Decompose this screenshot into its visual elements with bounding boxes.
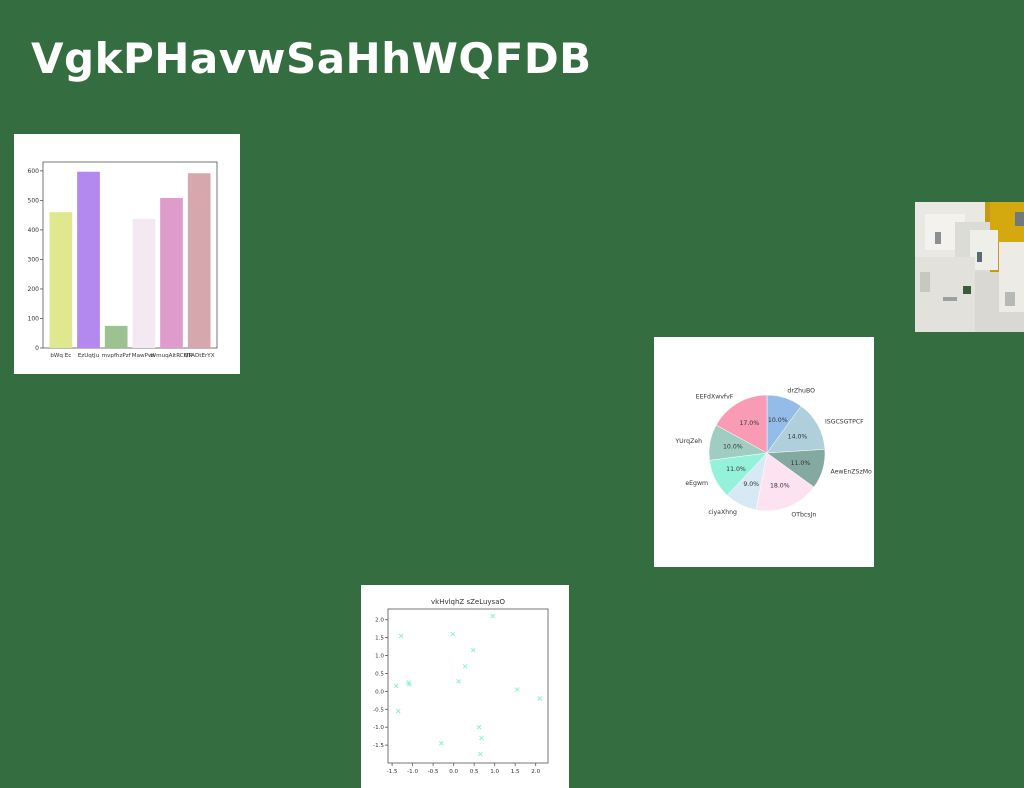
bar-chart: 0 100 200 300 400 500 600 bWq Ec EzUqtJu mvpfhzPz… [28, 161, 218, 359]
scatter-point-stroke [470, 647, 476, 653]
pie-slice-label: EEFdXwvfvF [696, 393, 734, 400]
scatter-ytick-label: -1.0 [373, 725, 384, 731]
scatter-ytick-label: 0.5 [375, 671, 384, 677]
pie-pct-label: 11.0% [726, 466, 746, 473]
scatter-point-stroke [398, 633, 404, 639]
bar-category-label: EzUqtJu [78, 353, 100, 359]
scatter-point-5 [438, 740, 444, 746]
pie-slice-1 [766, 405, 826, 454]
scatter-point-stroke [537, 696, 543, 701]
bar-2 [104, 325, 128, 348]
bar-axes-frame [42, 161, 218, 349]
scatter-point-stroke [476, 724, 482, 730]
pie-slice-label: ISGCSGTPCF [825, 418, 864, 425]
pie-pct-label: 18.0% [770, 483, 790, 490]
scatter-point-7 [456, 678, 461, 684]
scatter-chart-panel: vkHvlqhZ sZeLuysaO -1.5 -1.0 -0.5 0.0 0.5 1.0 1… [361, 585, 569, 788]
scatter-point-stroke [490, 613, 495, 619]
whitewashed-buildings-photo [915, 202, 1024, 332]
pie-pct-label: 17.0% [739, 420, 759, 427]
scatter-point-stroke [456, 678, 461, 684]
pie-slice-label: OTbcsJn [791, 512, 816, 519]
scatter-xtick-label: 0.5 [470, 769, 479, 775]
scatter-point-stroke [395, 708, 401, 714]
pie-slice-label: AewEnZSzMo [830, 469, 872, 476]
bar-category-label: QTADtErYX [184, 353, 215, 359]
bar-3 [132, 218, 156, 348]
bar-chart-panel: 0 100 200 300 400 500 600 bWq Ec EzUqtJu mvpfhzPz… [14, 134, 240, 374]
scatter-xtick-label: -0.5 [428, 769, 439, 775]
scatter-point-13 [490, 613, 495, 619]
scatter-point-8 [462, 663, 468, 669]
page-title: VgkPHavwSaHhWQFDB [31, 34, 592, 83]
pie-pct-label: 10.0% [768, 417, 788, 424]
scatter-point-stroke [438, 740, 444, 746]
scatter-xtick-label: -1.0 [407, 769, 418, 775]
scatter-point-0 [393, 683, 399, 689]
bar-category-label: WmuqAltRCMR [151, 353, 193, 359]
scatter-xtick-label: 1.0 [490, 769, 499, 775]
scatter-ytick-label: 1.0 [375, 654, 384, 660]
scatter-point-10 [476, 724, 482, 730]
scatter-chart: vkHvlqhZ sZeLuysaO -1.5 -1.0 -0.5 0.0 0.5 1.0 1… [373, 598, 549, 775]
pie-pct-label: 14.0% [788, 433, 808, 440]
bar-ytick-label: 100 [28, 316, 40, 323]
pie-chart-panel: 10.0% drZhuBO 14.0% ISGCSGTPCF 11.0% AewEnZSz… [654, 337, 874, 567]
bar-ytick-label: 200 [28, 286, 40, 293]
scatter-ytick-label: 0.0 [375, 689, 384, 695]
scatter-xtick-label: 1.5 [511, 769, 520, 775]
pie-chart: 10.0% drZhuBO 14.0% ISGCSGTPCF 11.0% AewEnZSz… [674, 387, 872, 519]
scatter-xtick-label: -1.5 [387, 769, 398, 775]
pie-slice-label: YUrqZeh [674, 438, 702, 445]
bar-category-label: mvpfhzPzf [102, 353, 132, 359]
pie-pct-label: 10.0% [723, 444, 743, 451]
scatter-axes-frame [387, 608, 549, 764]
photo-thumbnail [915, 202, 1024, 332]
bar-5 [187, 173, 211, 348]
scatter-point-stroke [462, 663, 468, 669]
scatter-point-2 [398, 633, 404, 639]
scatter-point-stroke [393, 683, 399, 689]
pie-slice-7 [715, 394, 768, 454]
bar-ytick-label: 300 [28, 257, 40, 264]
bar-0 [49, 212, 73, 348]
scatter-point-14 [514, 687, 520, 692]
bar-category-label: bWq Ec [50, 353, 71, 359]
bar-1 [77, 171, 100, 348]
pie-slice-label: eEgwm [685, 480, 708, 487]
scatter-point-9 [470, 647, 476, 653]
scatter-xtick-label: 0.0 [449, 769, 458, 775]
scatter-ytick-label: 2.0 [375, 618, 384, 624]
bar-ytick-label: 500 [28, 198, 40, 205]
pie-slice-3 [755, 452, 815, 512]
scatter-point-stroke [406, 680, 411, 685]
pie-slice-label: ciyaXhng [708, 509, 737, 516]
scatter-point-stroke [450, 631, 456, 637]
scatter-point-stroke [477, 751, 483, 757]
scatter-xtick-label: 2.0 [531, 769, 540, 775]
scatter-ytick-label: -1.5 [373, 743, 384, 749]
scatter-title: vkHvlqhZ sZeLuysaO [431, 598, 505, 606]
bar-ytick-label: 600 [28, 168, 40, 175]
scatter-point-11 [477, 751, 483, 757]
scatter-point-6 [450, 631, 456, 637]
bar-category-label: MawPwv [132, 353, 157, 359]
scatter-point-15 [537, 696, 543, 701]
scatter-point-4 [406, 681, 412, 687]
scatter-point-1 [395, 708, 401, 714]
bar-ytick-label: 0 [35, 345, 39, 352]
pie-pct-label: 11.0% [791, 460, 811, 467]
scatter-point-stroke [479, 735, 484, 741]
scatter-ytick-label: -0.5 [373, 707, 384, 713]
scatter-ytick-label: 1.5 [375, 636, 384, 642]
bar-4 [160, 198, 183, 348]
scatter-point-stroke [514, 687, 520, 692]
scatter-point-stroke [406, 681, 412, 687]
pie-pct-label: 9.0% [743, 481, 759, 488]
bar-ytick-label: 400 [28, 227, 40, 234]
scatter-point-12 [479, 735, 484, 741]
pie-slice-label: drZhuBO [787, 387, 815, 394]
